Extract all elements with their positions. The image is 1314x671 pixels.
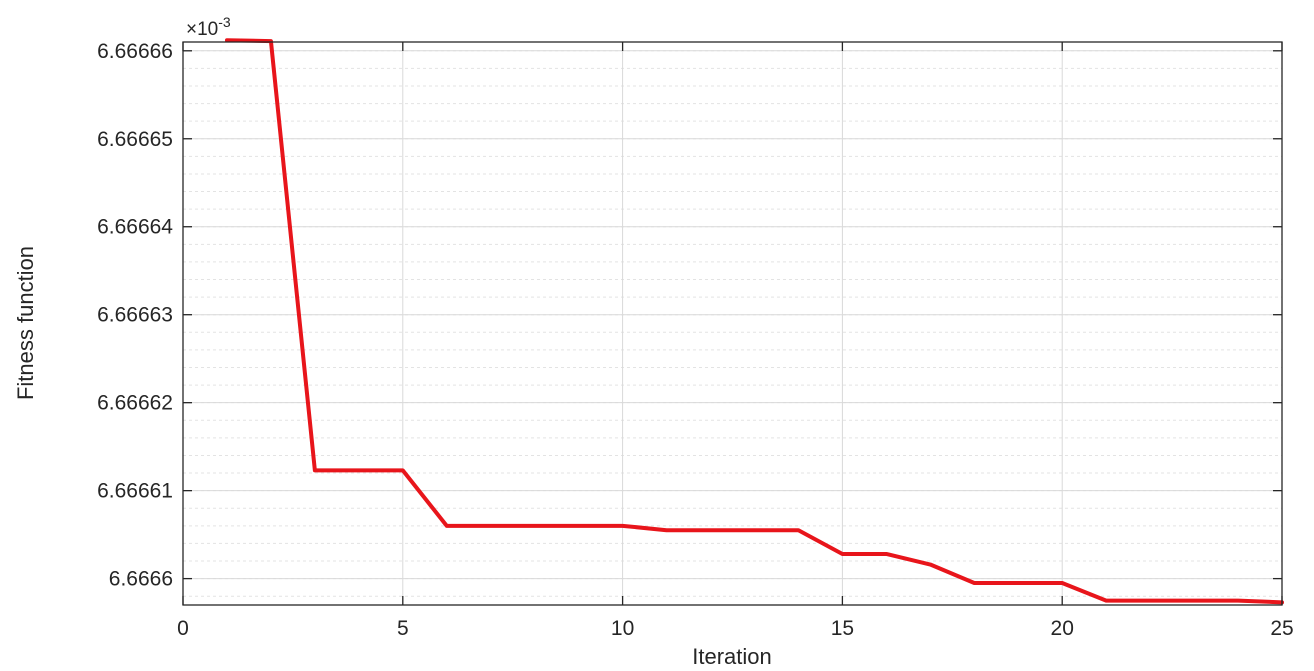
series-layer	[224, 38, 1284, 605]
fitness-line	[224, 38, 1284, 605]
axis-ticks	[182, 42, 1283, 605]
x-tick-label: 5	[397, 617, 409, 640]
plot-frame	[182, 41, 1283, 606]
y-tick-label: 6.66662	[97, 392, 173, 415]
y-tick-label: 6.66664	[97, 216, 173, 239]
x-tick-labels: 0 5 10 15 20 25	[177, 617, 1294, 640]
y-exponent-label: ×10-3	[186, 14, 231, 40]
x-axis-label: Iteration	[692, 644, 772, 669]
x-tick-label: 20	[1051, 617, 1074, 640]
plot-background	[183, 42, 1282, 605]
y-tick-label: 6.66666	[97, 40, 173, 63]
y-tick-label: 6.66661	[97, 480, 173, 503]
x-tick-label: 15	[831, 617, 854, 640]
y-tick-labels: 6.6666 6.66661 6.66662 6.66663 6.66664 6.6666…	[97, 40, 173, 591]
y-tick-label: 6.66663	[97, 304, 173, 327]
x-tick-label: 10	[611, 617, 634, 640]
y-tick-label: 6.6666	[109, 568, 173, 591]
x-tick-label: 0	[177, 617, 189, 640]
x-tick-label: 25	[1270, 617, 1293, 640]
y-tick-label: 6.66665	[97, 128, 173, 151]
y-axis-label: Fitness function	[13, 246, 38, 400]
